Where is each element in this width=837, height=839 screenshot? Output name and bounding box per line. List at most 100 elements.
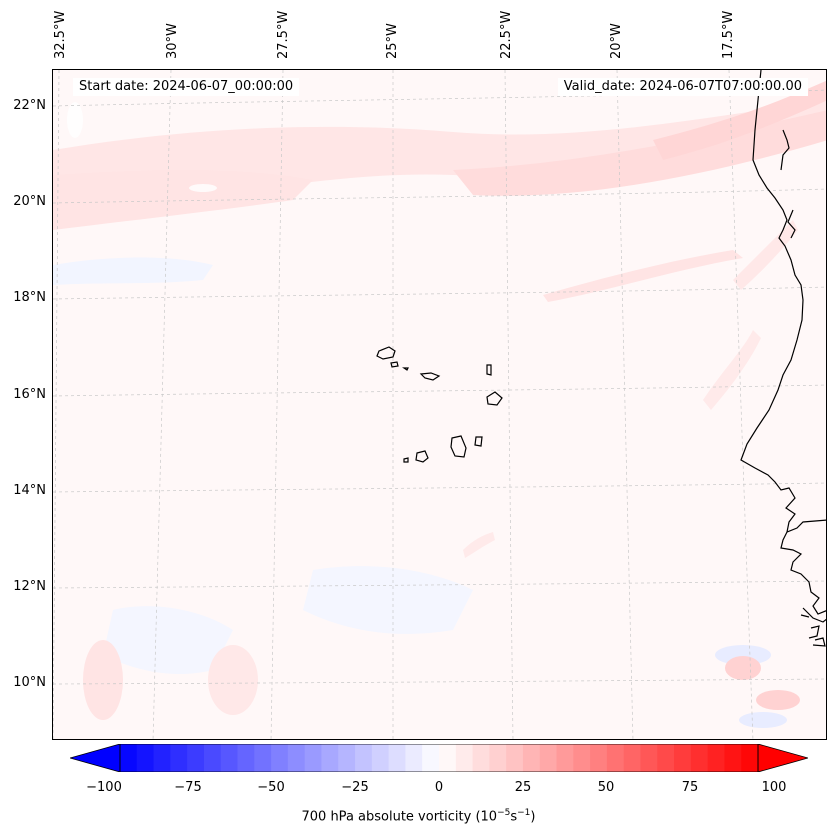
colorbar-segment bbox=[539, 744, 558, 772]
colorbar-segment bbox=[355, 744, 373, 772]
colorbar-segment bbox=[187, 744, 205, 772]
island-sal bbox=[486, 364, 492, 376]
colorbar-segment bbox=[606, 744, 625, 772]
colorbar-segment bbox=[489, 744, 507, 772]
colorbar-segment bbox=[455, 744, 474, 772]
colorbar-segment bbox=[573, 744, 591, 772]
lat-label-22n: 22°N bbox=[13, 98, 46, 113]
lon-label-20w: 20°W bbox=[609, 23, 624, 59]
negative-vorticity-patch-5 bbox=[739, 712, 787, 728]
island-santa-luzia bbox=[402, 367, 409, 371]
colorbar-segment bbox=[203, 744, 222, 772]
colorbar-segment bbox=[287, 744, 306, 772]
colorbar-segment bbox=[120, 744, 138, 772]
positive-vorticity-patch-4 bbox=[208, 645, 258, 715]
colorbar-segment bbox=[371, 744, 390, 772]
colorbar-segment bbox=[338, 744, 356, 772]
colorbar-segment bbox=[304, 744, 322, 772]
start-date-label: Start date: 2024-06-07_00:00:00 bbox=[73, 78, 300, 96]
negative-vorticity-patch-3 bbox=[103, 606, 233, 675]
colorbar-outline bbox=[119, 744, 759, 772]
colorbar-segment bbox=[405, 744, 423, 772]
colorbar-segment bbox=[136, 744, 155, 772]
colorbar-segment bbox=[254, 744, 272, 772]
colorbar-tick-100: 100 bbox=[761, 780, 787, 795]
colorbar-segment bbox=[472, 744, 490, 772]
lon-label-22-5w: 22.5°W bbox=[499, 10, 514, 59]
vorticity-band-west bbox=[53, 170, 313, 230]
valid-date-label: Valid_date: 2024-06-07T07:00:00.00 bbox=[557, 78, 808, 96]
colorbar-segment bbox=[271, 744, 289, 772]
colorbar-segment bbox=[623, 744, 641, 772]
colorbar-segment bbox=[556, 744, 574, 772]
colorbar-segment bbox=[640, 744, 658, 772]
colorbar-tick-minus-25: −25 bbox=[341, 780, 369, 795]
island-fogo bbox=[415, 450, 429, 463]
colorbar-segment bbox=[657, 744, 675, 772]
island-boa-vista bbox=[486, 391, 503, 406]
colorbar-segment bbox=[422, 744, 440, 772]
island-sao-nicolau bbox=[419, 372, 441, 381]
map-panel[interactable]: Start date: 2024-06-07_00:00:00 Valid_da… bbox=[52, 69, 827, 740]
positive-vorticity-patch-3 bbox=[83, 640, 123, 720]
colorbar-segment bbox=[674, 744, 692, 772]
colorbar-tick-minus-50: −50 bbox=[257, 780, 285, 795]
colorbar-segment bbox=[388, 744, 406, 772]
colorbar-segment bbox=[170, 744, 188, 772]
colorbar-tick-25: 25 bbox=[514, 780, 532, 795]
colorbar-segments bbox=[120, 744, 759, 772]
lat-label-12n: 12°N bbox=[13, 579, 46, 594]
island-santiago bbox=[450, 435, 467, 458]
vorticity-streak-4 bbox=[463, 532, 495, 558]
colorbar-segment bbox=[321, 744, 339, 772]
lat-label-14n: 14°N bbox=[13, 483, 46, 498]
colorbar-segment bbox=[506, 744, 524, 772]
vorticity-streak-2 bbox=[733, 220, 798, 290]
cape-verde-islands bbox=[376, 346, 503, 463]
africa-coastline bbox=[740, 70, 826, 647]
lat-label-10n: 10°N bbox=[13, 675, 46, 690]
colorbar-segment bbox=[707, 744, 725, 772]
colorbar-segment bbox=[741, 744, 759, 772]
colorbar-segment bbox=[690, 744, 709, 772]
island-brava bbox=[403, 457, 409, 463]
island-santo-antao bbox=[376, 346, 396, 360]
colorbar-tick-50: 50 bbox=[597, 780, 615, 795]
white-patch-2 bbox=[189, 184, 217, 192]
lon-label-27-5w: 27.5°W bbox=[276, 10, 291, 59]
colorbar-segment bbox=[724, 744, 742, 772]
negative-vorticity-patch-1 bbox=[53, 257, 213, 285]
colorbar-segment bbox=[590, 744, 608, 772]
island-sao-vicente bbox=[390, 361, 399, 368]
island-maio bbox=[474, 436, 483, 447]
vorticity-streak-1 bbox=[543, 250, 743, 302]
lon-label-32-5w: 32.5°W bbox=[53, 10, 68, 59]
colorbar-tick-minus-75: −75 bbox=[174, 780, 202, 795]
colorbar-segment bbox=[237, 744, 255, 772]
colorbar-tick-0: 0 bbox=[434, 780, 444, 795]
vorticity-band-upper-right bbox=[653, 80, 826, 160]
negative-vorticity-patch-4 bbox=[715, 645, 771, 665]
positive-vorticity-patch-2 bbox=[756, 690, 800, 710]
colorbar-tick-minus-100: −100 bbox=[86, 780, 122, 795]
colorbar-segment bbox=[220, 744, 239, 772]
colorbar-label: 700 hPa absolute vorticity (10−5s−1) bbox=[301, 808, 536, 825]
negative-vorticity-patch-2 bbox=[303, 566, 473, 634]
colorbar bbox=[70, 744, 808, 772]
colorbar-segment bbox=[153, 744, 171, 772]
lat-label-18n: 18°N bbox=[13, 290, 46, 305]
colorbar-segment bbox=[439, 744, 457, 772]
lon-label-17-5w: 17.5°W bbox=[721, 10, 736, 59]
colorbar-segment bbox=[522, 744, 541, 772]
colorbar-extend-min bbox=[70, 744, 121, 772]
colorbar-extend-max bbox=[757, 744, 808, 772]
lon-label-25w: 25°W bbox=[385, 23, 400, 59]
lon-label-30w: 30°W bbox=[165, 23, 180, 59]
lat-label-20n: 20°N bbox=[13, 194, 46, 209]
vorticity-streak-3 bbox=[703, 330, 761, 410]
lat-label-16n: 16°N bbox=[13, 387, 46, 402]
positive-vorticity-patch-1 bbox=[725, 656, 761, 680]
vorticity-field-map bbox=[53, 70, 826, 739]
gridlines bbox=[53, 70, 826, 739]
white-patch-1 bbox=[67, 102, 83, 138]
